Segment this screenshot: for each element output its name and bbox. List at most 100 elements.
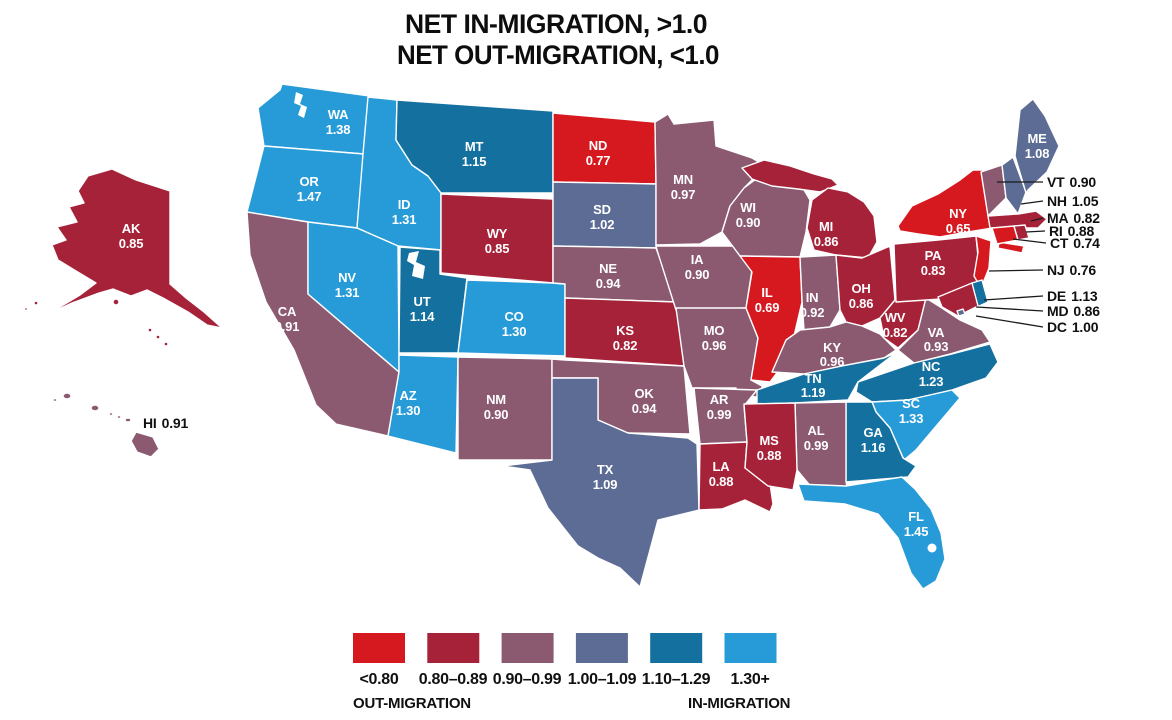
- legend-swatch-090-099: [501, 633, 554, 663]
- state-label-pennsylvania: PA 0.83: [921, 248, 946, 278]
- state-label-california: CA 0.91: [275, 304, 300, 334]
- puget-sound: [294, 92, 307, 118]
- chart-title-line2: NET OUT-MIGRATION, <1.0: [397, 40, 719, 70]
- legend-swatch-080-089: [427, 633, 480, 663]
- alaska-aleutian-island: [33, 300, 39, 306]
- state-label-virginia: VA 0.93: [924, 325, 949, 354]
- state-label-washington: WA 1.38: [326, 107, 351, 137]
- state-label-illinois: IL 0.69: [755, 285, 780, 315]
- state-massachusetts: [987, 210, 1048, 229]
- state-texas: [501, 377, 700, 588]
- state-label-hawaii: HI 0.91: [143, 415, 188, 431]
- state-label-nebraska: NE 0.94: [596, 261, 621, 291]
- state-georgia: [845, 401, 917, 483]
- state-label-missouri: MO 0.96: [702, 323, 727, 353]
- legend-out-migration-label: OUT-MIGRATION: [353, 695, 471, 712]
- legend-range-1: 0.80–0.89: [419, 671, 488, 688]
- state-hawaii-oahu: [90, 404, 100, 412]
- callout-line-nh: [1020, 200, 1044, 205]
- state-florida: [797, 476, 946, 590]
- state-hawaii-molokai: [108, 411, 114, 417]
- state-hawaii-big-island: [130, 431, 160, 458]
- state-label-alabama: AL 0.99: [804, 423, 829, 453]
- state-label-arizona: AZ 1.30: [396, 388, 421, 418]
- state-label-tennessee: TN 1.19: [801, 371, 826, 400]
- state-label-indiana: IN 0.92: [800, 290, 825, 320]
- state-label-nevada: NV 1.31: [335, 270, 360, 300]
- state-label-texas: TX 1.09: [593, 462, 618, 492]
- state-mississippi: [743, 402, 798, 491]
- chart-title-line1: NET IN-MIGRATION, >1.0: [405, 9, 707, 39]
- state-label-mississippi: MS 0.88: [757, 433, 782, 463]
- state-label-north-dakota: ND 0.77: [586, 138, 611, 168]
- state-label-west-virginia: WV 0.82: [883, 310, 908, 340]
- legend-swatch-100-109: [575, 633, 628, 663]
- state-label-idaho: ID 1.31: [392, 197, 417, 227]
- state-label-delaware: DE 1.13: [1047, 288, 1098, 304]
- state-label-new-mexico: NM 0.90: [484, 392, 509, 422]
- legend-range-2: 0.90–0.99: [493, 671, 562, 688]
- legend-swatch-130-plus: [724, 633, 777, 663]
- state-alaska: [47, 168, 223, 329]
- state-washington: [257, 83, 371, 155]
- state-missouri: [675, 307, 763, 399]
- legend-range-4: 1.10–1.29: [642, 671, 711, 688]
- alaska-kodiak-island: [112, 298, 120, 306]
- state-label-kansas: KS 0.82: [613, 323, 638, 353]
- state-label-utah: UT 1.14: [410, 294, 435, 324]
- callout-line-ri: [1025, 230, 1046, 233]
- state-label-wyoming: WY 0.85: [485, 226, 510, 256]
- state-label-michigan: MI 0.86: [814, 219, 839, 249]
- state-label-oklahoma: OK 0.94: [632, 386, 657, 416]
- water-details: [294, 92, 937, 553]
- state-label-rhode-island: RI 0.88: [1049, 223, 1094, 239]
- state-label-south-carolina: SC 1.33: [899, 396, 924, 426]
- state-label-district-of-columbia: DC 1.00: [1047, 319, 1099, 335]
- great-salt-lake: [407, 251, 425, 279]
- legend: <0.80 0.80–0.89 0.90–0.99 1.00–1.09 1.10…: [353, 633, 791, 712]
- callout-line-dc: [975, 315, 1044, 328]
- state-michigan: [806, 187, 878, 259]
- state-label-iowa: IA 0.90: [685, 252, 710, 282]
- state-label-maine: ME 1.08: [1025, 131, 1050, 161]
- alaska-aleutian-island: [23, 306, 29, 312]
- callout-line-nj: [988, 269, 1044, 272]
- state-hawaii-lanai: [116, 414, 122, 420]
- state-labels: WA 1.38 OR 1.47 ID 1.31 MT 1.15 WY 0.85 NV 1.3…: [119, 107, 1050, 539]
- state-north-carolina: [855, 343, 999, 403]
- state-label-colorado: CO 1.30: [502, 309, 527, 339]
- state-maryland: [937, 282, 979, 317]
- callout-line-de: [983, 295, 1044, 301]
- callout-lines: [975, 181, 1047, 328]
- state-label-kentucky: KY 0.96: [820, 340, 845, 369]
- callout-labels: HI 0.91 VT 0.90 NH 1.05 MA 0.82 RI 0.88 CT 0.7…: [143, 174, 1100, 431]
- state-arizona: [387, 354, 459, 454]
- legend-range-5: 1.30+: [731, 671, 770, 688]
- state-label-arkansas: AR 0.99: [707, 392, 732, 422]
- lake-okeechobee: [927, 543, 937, 553]
- state-label-ohio: OH 0.86: [849, 281, 874, 311]
- alaska-panhandle-island: [147, 327, 153, 333]
- alaska-panhandle-island: [163, 341, 169, 347]
- state-label-maryland: MD 0.86: [1047, 303, 1100, 319]
- state-label-wisconsin: WI 0.90: [736, 200, 761, 230]
- state-label-oregon: OR 1.47: [297, 174, 322, 204]
- state-hawaii-kauai: [62, 392, 72, 400]
- alaska-panhandle-island: [155, 334, 161, 340]
- callout-line-ma: [1030, 217, 1044, 222]
- legend-in-migration-label: IN-MIGRATION: [688, 695, 790, 712]
- state-district-of-columbia: [956, 308, 966, 317]
- state-rhode-island: [1013, 224, 1030, 241]
- state-label-vermont: VT 0.90: [1047, 174, 1096, 190]
- state-label-alaska: AK 0.85: [119, 221, 144, 251]
- state-label-new-hampshire: NH 1.05: [1047, 193, 1099, 209]
- state-hawaii-maui: [124, 417, 132, 423]
- states-layer: [23, 83, 1060, 590]
- legend-swatch-lt-080: [353, 633, 405, 663]
- state-label-florida: FL 1.45: [904, 509, 929, 539]
- state-label-new-jersey: NJ 0.76: [1047, 262, 1096, 278]
- state-label-new-york: NY 0.65: [946, 206, 971, 236]
- state-hawaii-niihau: [52, 397, 58, 403]
